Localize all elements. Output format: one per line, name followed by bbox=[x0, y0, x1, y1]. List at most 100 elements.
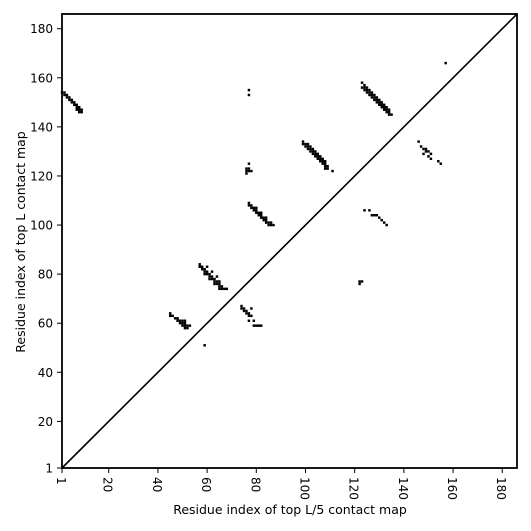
contact-point bbox=[309, 147, 312, 151]
contact-point bbox=[326, 164, 329, 168]
contact-point bbox=[259, 211, 263, 215]
contact-point bbox=[360, 280, 364, 283]
contact-point bbox=[380, 218, 383, 222]
contact-point bbox=[309, 150, 312, 153]
contact-point bbox=[314, 155, 317, 158]
contact-point bbox=[245, 167, 248, 170]
contact-point bbox=[247, 319, 251, 322]
contact-point bbox=[323, 164, 327, 168]
contact-point bbox=[223, 287, 226, 291]
contact-point bbox=[255, 324, 258, 327]
y-tick-label: 80 bbox=[38, 268, 53, 282]
x-axis-title: Residue index of top L/5 contact map bbox=[173, 502, 407, 517]
contact-point bbox=[181, 321, 184, 325]
contact-point bbox=[68, 98, 71, 102]
contact-point bbox=[218, 282, 221, 286]
y-tick-label: 120 bbox=[30, 169, 53, 183]
contact-point bbox=[321, 162, 324, 165]
contact-point bbox=[264, 218, 268, 222]
contact-point bbox=[365, 88, 369, 92]
contact-point bbox=[380, 103, 383, 107]
contact-point bbox=[173, 317, 177, 320]
contact-point bbox=[198, 263, 201, 266]
contact-point bbox=[306, 145, 310, 148]
contact-point bbox=[250, 204, 253, 207]
contact-point bbox=[247, 314, 251, 318]
contact-point bbox=[385, 108, 388, 111]
contact-points bbox=[60, 61, 447, 347]
contact-point bbox=[301, 140, 305, 143]
contact-point bbox=[387, 113, 391, 116]
contact-point bbox=[363, 83, 366, 87]
contact-point bbox=[323, 160, 327, 163]
contact-point bbox=[319, 157, 322, 161]
contact-point bbox=[215, 280, 219, 283]
contact-point bbox=[240, 307, 243, 310]
contact-point bbox=[373, 214, 376, 217]
contact-point bbox=[75, 103, 78, 107]
contact-point bbox=[247, 162, 251, 165]
contact-point bbox=[365, 86, 369, 89]
contact-point bbox=[252, 206, 256, 210]
contact-point bbox=[181, 319, 184, 322]
x-axis-ticks: 1 20 40 60 80 100 120 140 160 180 bbox=[54, 468, 508, 500]
contact-point bbox=[63, 91, 66, 94]
x-tick-label: 40 bbox=[150, 477, 164, 492]
contact-point bbox=[245, 312, 248, 315]
contact-point bbox=[218, 287, 221, 291]
contact-point bbox=[269, 221, 273, 224]
contact-point bbox=[429, 157, 433, 161]
plot-frame bbox=[61, 13, 518, 469]
contact-point bbox=[215, 275, 219, 278]
contact-point bbox=[70, 98, 74, 102]
contact-point bbox=[65, 96, 69, 99]
y-tick-label: 60 bbox=[38, 317, 53, 331]
contact-point bbox=[245, 172, 248, 175]
contact-point bbox=[168, 314, 172, 318]
contact-point bbox=[301, 142, 305, 146]
contact-point bbox=[272, 223, 275, 227]
contact-point bbox=[365, 91, 369, 94]
contact-point bbox=[358, 282, 361, 286]
contact-point bbox=[427, 150, 430, 153]
contact-point bbox=[205, 265, 209, 268]
contact-point bbox=[358, 280, 361, 283]
contact-point bbox=[203, 272, 206, 276]
x-tick-label: 120 bbox=[347, 477, 361, 500]
contact-point bbox=[205, 272, 209, 276]
contact-point bbox=[218, 280, 221, 283]
contact-point bbox=[186, 324, 189, 327]
contact-point bbox=[439, 162, 442, 165]
contact-point bbox=[370, 93, 374, 97]
contact-point bbox=[424, 147, 428, 151]
contact-point bbox=[247, 201, 251, 205]
contact-point bbox=[250, 206, 253, 210]
contact-point bbox=[255, 211, 258, 215]
contact-point bbox=[181, 324, 184, 327]
contact-point bbox=[75, 106, 78, 109]
contact-point bbox=[257, 211, 260, 215]
contact-point bbox=[422, 147, 425, 151]
x-tick-label: 160 bbox=[445, 477, 459, 500]
x-tick-label: 60 bbox=[199, 477, 213, 492]
contact-point bbox=[203, 270, 206, 273]
contact-point bbox=[311, 147, 315, 151]
contact-point bbox=[382, 106, 386, 109]
y-tick-label: 160 bbox=[30, 71, 53, 85]
contact-point bbox=[262, 218, 265, 222]
contact-point bbox=[321, 160, 324, 163]
contact-point bbox=[375, 101, 379, 104]
contact-point bbox=[363, 86, 366, 89]
contact-point bbox=[176, 317, 179, 320]
contact-point bbox=[363, 209, 366, 212]
contact-point bbox=[255, 209, 258, 212]
contact-point bbox=[200, 265, 204, 268]
x-tick-label: 1 bbox=[54, 477, 68, 485]
contact-point bbox=[264, 221, 268, 224]
contact-point bbox=[437, 160, 440, 163]
contact-point bbox=[225, 287, 229, 291]
contact-point bbox=[378, 101, 381, 104]
contact-point bbox=[316, 157, 320, 161]
contact-point bbox=[255, 206, 258, 210]
